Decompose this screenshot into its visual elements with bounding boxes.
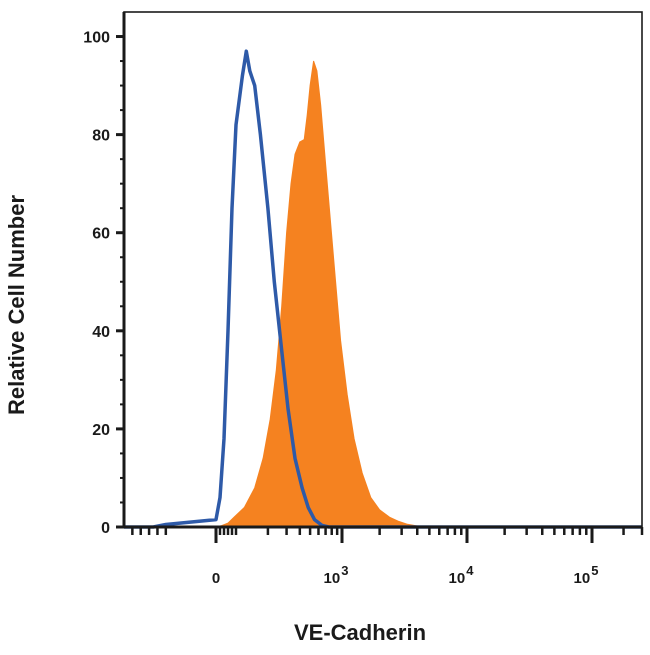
y-tick-label: 60: [92, 226, 110, 243]
plot-frame: [123, 11, 643, 528]
x-tick-label: 0: [212, 570, 220, 587]
y-tick-label: 80: [92, 128, 110, 145]
histogram-outline-series-1: [124, 49, 642, 529]
x-tick-label: 103: [324, 563, 349, 587]
x-tick-label: 104: [449, 563, 475, 587]
x-tick-exponent: 5: [591, 563, 598, 578]
y-axis-title: Relative Cell Number: [4, 195, 29, 416]
x-tick-label: 105: [574, 563, 599, 587]
y-tick-label: 40: [92, 324, 110, 341]
y-tick-label: 0: [101, 520, 110, 537]
y-tick-label: 100: [83, 30, 110, 47]
histogram-filled-series-0: [124, 60, 642, 528]
y-tick-label: 20: [92, 422, 110, 439]
x-axis-title: VE-Cadherin: [294, 620, 426, 645]
series-layer: [124, 49, 642, 529]
x-tick-exponent: 4: [466, 563, 474, 578]
x-tick-exponent: 3: [341, 563, 348, 578]
axes-layer: 0 20 40 60 80 100 0 103 104 105: [83, 11, 644, 587]
